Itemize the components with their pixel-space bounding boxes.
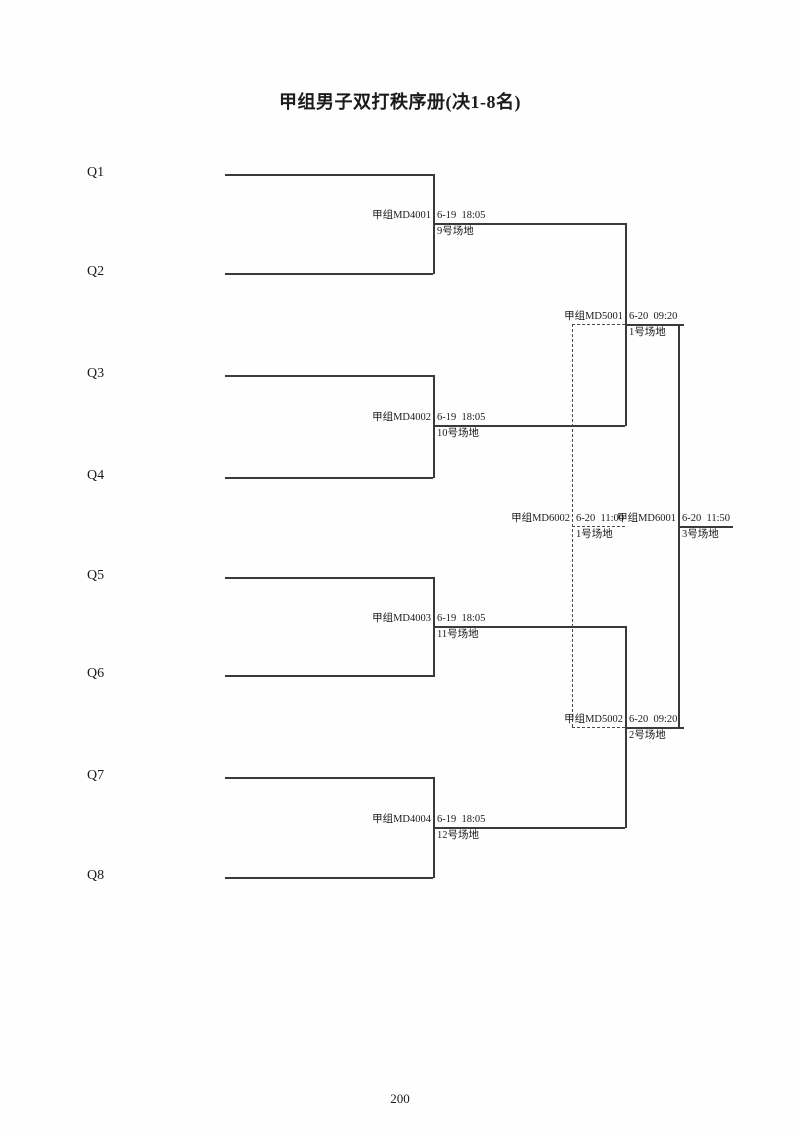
entrant-label-q2: Q2	[87, 264, 105, 279]
match-time-md4001: 6-19 18:05	[437, 210, 486, 221]
bracket-line-q7	[225, 777, 433, 779]
bracket-line-q5	[225, 577, 433, 579]
match-id-md5001: 甲组MD5001	[564, 311, 623, 322]
bracket-line-q3	[225, 375, 433, 377]
match-time-md4003: 6-19 18:05	[437, 613, 486, 624]
match-time-md6002: 6-20 11:00	[576, 513, 625, 524]
bracket-line-q2	[225, 273, 433, 275]
entrant-label-q5: Q5	[87, 568, 105, 583]
page-title: 甲组男子双打秩序册(决1-8名)	[279, 92, 521, 112]
dashed-loser-line-sf1	[572, 324, 625, 325]
match-venue-md5001: 1号场地	[629, 327, 666, 338]
match-time-md5002: 6-20 09:20	[629, 714, 678, 725]
match-venue-md6001: 3号场地	[682, 529, 719, 540]
entrant-label-q8: Q8	[87, 868, 105, 883]
bracket-connector-qf1	[433, 223, 625, 225]
match-venue-md4001: 9号场地	[437, 226, 474, 237]
entrant-label-q3: Q3	[87, 366, 105, 381]
match-id-md6002: 甲组MD6002	[511, 513, 570, 524]
bracket-join-qf2	[433, 375, 435, 478]
match-id-md5002: 甲组MD5002	[564, 714, 623, 725]
dashed-loser-line-sf2	[572, 727, 625, 728]
match-id-md4001: 甲组MD4001	[372, 210, 431, 221]
bracket-connector-qf3	[433, 626, 625, 628]
bracket-connector-final	[678, 526, 733, 528]
bracket-connector-sf1	[625, 324, 684, 326]
match-id-md4003: 甲组MD4003	[372, 613, 431, 624]
match-time-md6001: 6-20 11:50	[682, 513, 731, 524]
bracket-connector-qf4	[433, 827, 625, 829]
bracket-line-q1	[225, 174, 433, 176]
match-venue-md5002: 2号场地	[629, 730, 666, 741]
bracket-connector-sf2	[625, 727, 684, 729]
match-id-md6001: 甲组MD6001	[617, 513, 676, 524]
match-time-md5001: 6-20 09:20	[629, 311, 678, 322]
match-id-md4004: 甲组MD4004	[372, 814, 431, 825]
match-venue-md4002: 10号场地	[437, 428, 479, 439]
bracket-line-q6	[225, 675, 433, 677]
match-time-md4002: 6-19 18:05	[437, 412, 486, 423]
match-id-md4002: 甲组MD4002	[372, 412, 431, 423]
page-number: 200	[390, 1091, 410, 1106]
bracket-line-q4	[225, 477, 433, 479]
entrant-label-q4: Q4	[87, 468, 105, 483]
dashed-connector-third-place	[572, 526, 625, 527]
match-venue-md4003: 11号场地	[437, 629, 479, 640]
entrant-label-q6: Q6	[87, 666, 105, 681]
bracket-connector-qf2	[433, 425, 625, 427]
entrant-label-q1: Q1	[87, 165, 105, 180]
match-venue-md6002: 1号场地	[576, 529, 613, 540]
entrant-label-q7: Q7	[87, 768, 105, 783]
match-venue-md4004: 12号场地	[437, 830, 479, 841]
match-time-md4004: 6-19 18:05	[437, 814, 486, 825]
bracket-line-q8	[225, 877, 433, 879]
dashed-loser-join	[572, 324, 573, 727]
